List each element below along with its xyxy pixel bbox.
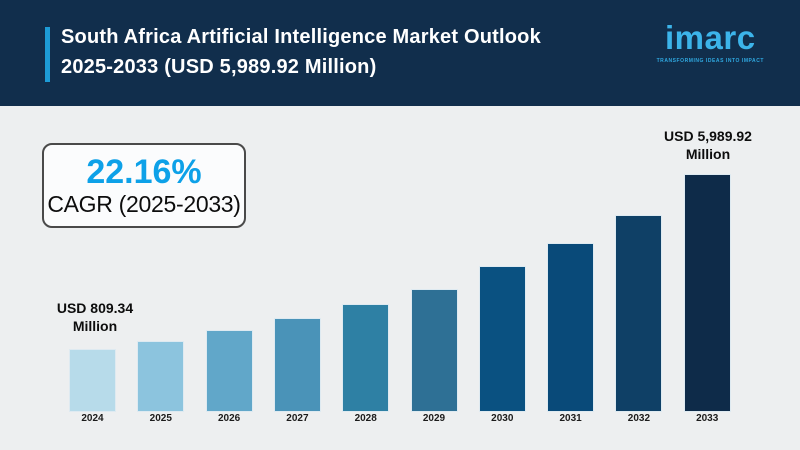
bar-2030: [479, 267, 525, 411]
x-tick-2025: 2025: [149, 413, 172, 424]
end-value-label-line1: USD 5,989.92: [664, 128, 752, 144]
bar-2032: [616, 216, 662, 411]
x-tick-2030: 2030: [491, 413, 514, 424]
x-tick-2024: 2024: [81, 413, 104, 424]
start-value-label-line1: USD 809.34: [56, 300, 134, 316]
title-accent-bar: [45, 27, 50, 82]
x-tick-2026: 2026: [217, 413, 241, 424]
x-tick-2033: 2033: [696, 413, 719, 424]
bar-2029: [411, 290, 457, 411]
cagr-value: 22.16%: [86, 153, 202, 191]
imarc-logo-wordmark: imarc: [665, 19, 756, 56]
x-tick-2027: 2027: [286, 413, 309, 424]
bar-2031: [548, 244, 594, 411]
bar-2024: [70, 350, 115, 411]
x-tick-2029: 2029: [422, 413, 446, 424]
bar-2026: [206, 331, 252, 411]
page-title-line1: South Africa Artificial Intelligence Mar…: [61, 26, 541, 48]
header: South Africa Artificial Intelligence Mar…: [0, 0, 800, 106]
imarc-logo: imarc TRANSFORMING IDEAS INTO IMPACT: [656, 19, 764, 65]
start-value-label-line2: Million: [72, 318, 118, 334]
bar-2025: [138, 342, 184, 411]
cagr-label: CAGR (2025-2033): [47, 191, 241, 217]
end-value-label: USD 5,989.92 Million: [643, 127, 773, 163]
x-tick-2032: 2032: [627, 413, 651, 424]
bar-2027: [274, 319, 320, 411]
page-title: South Africa Artificial Intelligence Mar…: [61, 22, 541, 82]
page-title-line2: 2025-2033 (USD 5,989.92 Million): [61, 56, 377, 78]
x-tick-2031: 2031: [559, 413, 582, 424]
end-value-label-line2: Million: [685, 146, 731, 162]
x-tick-2028: 2028: [354, 413, 377, 424]
imarc-logo-tagline: TRANSFORMING IDEAS INTO IMPACT: [656, 58, 764, 64]
bar-2028: [343, 305, 389, 411]
cagr-box: 22.16% CAGR (2025-2033): [42, 143, 246, 228]
bar-2033: [684, 175, 730, 411]
start-value-label: USD 809.34 Million: [30, 299, 160, 335]
